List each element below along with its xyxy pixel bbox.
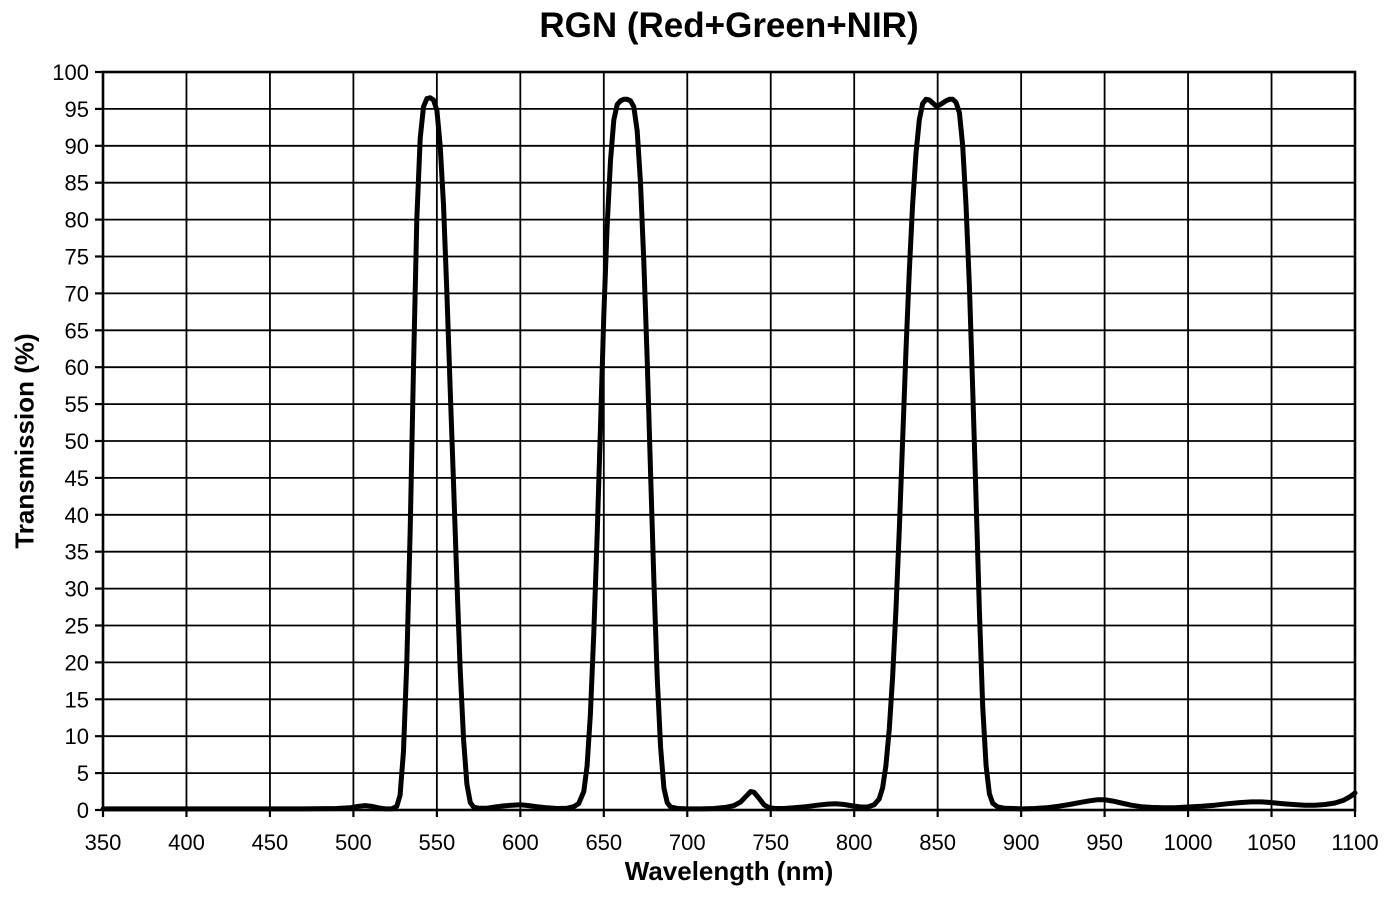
y-tick-label: 65 (65, 318, 89, 343)
x-tick-label: 850 (919, 830, 956, 855)
y-tick-label: 20 (65, 650, 89, 675)
y-tick-label: 10 (65, 724, 89, 749)
y-tick-label: 55 (65, 392, 89, 417)
y-tick-label: 95 (65, 97, 89, 122)
y-tick-label: 15 (65, 687, 89, 712)
x-tick-label: 450 (252, 830, 289, 855)
x-tick-label: 1000 (1164, 830, 1213, 855)
y-tick-label: 60 (65, 355, 89, 380)
x-tick-label: 900 (1003, 830, 1040, 855)
x-tick-label: 700 (669, 830, 706, 855)
y-tick-label: 80 (65, 208, 89, 233)
x-tick-label: 800 (836, 830, 873, 855)
x-tick-label: 500 (335, 830, 372, 855)
x-tick-label: 950 (1086, 830, 1123, 855)
x-tick-label: 350 (85, 830, 122, 855)
x-tick-label: 400 (168, 830, 205, 855)
y-tick-label: 5 (77, 761, 89, 786)
y-tick-label: 75 (65, 245, 89, 270)
chart-title: RGN (Red+Green+NIR) (539, 6, 919, 45)
x-tick-label: 600 (502, 830, 539, 855)
y-tick-label: 45 (65, 466, 89, 491)
y-tick-label: 85 (65, 171, 89, 196)
x-tick-label: 1100 (1331, 830, 1378, 855)
y-tick-label: 70 (65, 281, 89, 306)
y-tick-label: 40 (65, 503, 89, 528)
y-tick-label: 25 (65, 614, 89, 639)
x-axis-title: Wavelength (nm) (624, 856, 834, 886)
y-tick-label: 0 (77, 798, 89, 823)
plot-frame (101, 70, 1357, 812)
y-tick-label: 50 (65, 429, 89, 454)
y-tick-label: 100 (52, 60, 89, 85)
x-tick-label: 1050 (1247, 830, 1296, 855)
x-tick-label: 750 (752, 830, 789, 855)
x-tick-label: 550 (419, 830, 456, 855)
y-tick-label: 35 (65, 540, 89, 565)
y-tick-label: 30 (65, 577, 89, 602)
transmission-curve (100, 95, 1358, 812)
x-tick-label: 650 (585, 830, 622, 855)
y-tick-label: 90 (65, 134, 89, 159)
